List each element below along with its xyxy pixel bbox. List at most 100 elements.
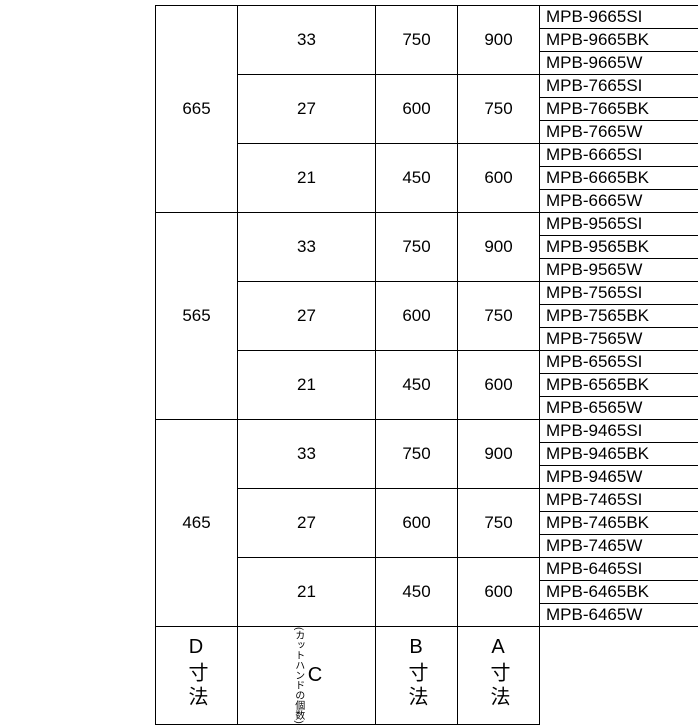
product-code: MPB-7565W [546,329,642,348]
table-row: 27600750MPB-7565SI [156,282,699,305]
c-value: 33 [297,444,316,463]
product-code: MPB-7565SI [546,283,642,302]
b-cell: 450 [376,144,458,213]
table-row: 27600750MPB-7665SI [156,75,699,98]
b-cell: 750 [376,213,458,282]
product-code: MPB-6665SI [546,145,642,164]
product-code: MPB-7465SI [546,490,642,509]
table-row: 46533750900MPB-9465SI [156,420,699,443]
a-cell: 750 [458,489,540,558]
product-code: MPB-7465BK [546,513,649,532]
c-cell: 33 [238,6,376,75]
code-cell: MPB-9665W [540,52,699,75]
a-value: 750 [484,306,512,325]
b-value: 750 [402,444,430,463]
c-value: 21 [297,582,316,601]
product-code: MPB-9665W [546,53,642,72]
header-b: B寸法 [402,636,431,710]
b-cell: 750 [376,6,458,75]
code-cell: MPB-7465W [540,535,699,558]
b-cell: 600 [376,489,458,558]
table-row: 21450600MPB-6565SI [156,351,699,374]
product-code: MPB-9665SI [546,7,642,26]
d-value: 565 [182,306,210,325]
header-row: D寸法(カットハンドの個数)CB寸法A寸法 [156,627,699,725]
code-cell: MPB-6565SI [540,351,699,374]
b-value: 450 [402,168,430,187]
c-value: 27 [297,513,316,532]
table-row: 21450600MPB-6465SI [156,558,699,581]
b-cell: 600 [376,75,458,144]
b-value: 600 [402,306,430,325]
code-cell: MPB-7565SI [540,282,699,305]
code-cell: MPB-6665W [540,190,699,213]
product-code: MPB-6665W [546,191,642,210]
product-code: MPB-6465SI [546,559,642,578]
a-value: 900 [484,237,512,256]
product-code: MPB-7465W [546,536,642,555]
header-d-cell: D寸法 [156,627,238,725]
a-cell: 600 [458,558,540,627]
code-cell: MPB-9665SI [540,6,699,29]
a-cell: 750 [458,75,540,144]
b-cell: 450 [376,558,458,627]
c-cell: 27 [238,282,376,351]
a-cell: 600 [458,351,540,420]
c-cell: 33 [238,213,376,282]
b-cell: 600 [376,282,458,351]
header-c-note: (カットハンドの個数) [291,627,306,724]
b-value: 450 [402,375,430,394]
product-code: MPB-6465W [546,605,642,624]
code-cell: MPB-9465BK [540,443,699,466]
product-code: MPB-9565SI [546,214,642,233]
code-cell: MPB-9565SI [540,213,699,236]
product-code: MPB-9565W [546,260,642,279]
b-value: 600 [402,513,430,532]
b-value: 750 [402,30,430,49]
table-row: 27600750MPB-7465SI [156,489,699,512]
header-a-cell: A寸法 [458,627,540,725]
a-value: 900 [484,444,512,463]
c-value: 27 [297,306,316,325]
code-cell: MPB-6465SI [540,558,699,581]
header-c-cell: (カットハンドの個数)C [238,627,376,725]
b-value: 600 [402,99,430,118]
a-value: 750 [484,99,512,118]
product-code: MPB-7665BK [546,99,649,118]
product-code: MPB-7665W [546,122,642,141]
code-cell: MPB-7665W [540,121,699,144]
c-cell: 21 [238,144,376,213]
table-row: 21450600MPB-6665SI [156,144,699,167]
c-cell: 21 [238,351,376,420]
spec-table: 66533750900MPB-9665SIMPB-9665BKMPB-9665W… [155,5,698,725]
product-code: MPB-6565SI [546,352,642,371]
header-a: A寸法 [484,636,513,710]
product-code: MPB-7565BK [546,306,649,325]
a-cell: 900 [458,420,540,489]
table-row: 56533750900MPB-9565SI [156,213,699,236]
b-value: 750 [402,237,430,256]
a-value: 900 [484,30,512,49]
code-cell: MPB-7465BK [540,512,699,535]
a-cell: 900 [458,213,540,282]
b-cell: 750 [376,420,458,489]
code-cell: MPB-6565W [540,397,699,420]
c-value: 21 [297,375,316,394]
product-code: MPB-7665SI [546,76,642,95]
d-cell: 665 [156,6,238,213]
code-cell: MPB-7665SI [540,75,699,98]
c-cell: 21 [238,558,376,627]
code-cell: MPB-7565W [540,328,699,351]
c-cell: 27 [238,489,376,558]
a-value: 750 [484,513,512,532]
code-cell: MPB-6665BK [540,167,699,190]
product-code: MPB-6465BK [546,582,649,601]
a-value: 600 [484,582,512,601]
a-cell: 750 [458,282,540,351]
a-value: 600 [484,375,512,394]
header-c: C [308,664,322,686]
product-code: MPB-6665BK [546,168,649,187]
code-cell: MPB-7565BK [540,305,699,328]
b-value: 450 [402,582,430,601]
b-cell: 450 [376,351,458,420]
